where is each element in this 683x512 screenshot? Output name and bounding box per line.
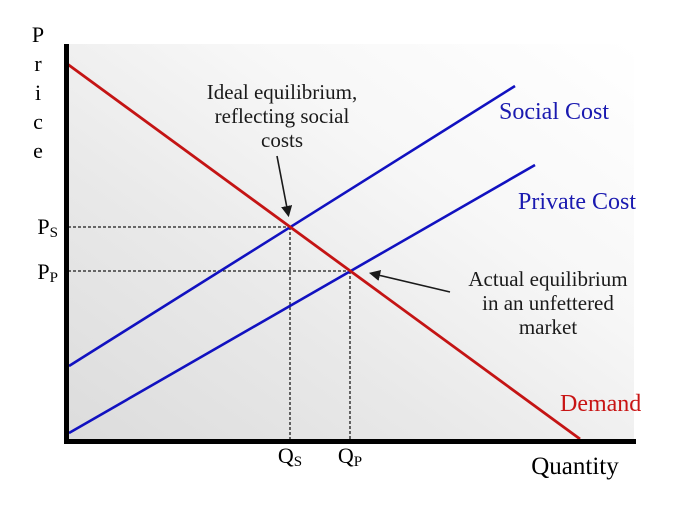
svg-text:PP: PP (37, 259, 58, 286)
svg-text:Actual equilibrium: Actual equilibrium (468, 267, 627, 291)
svg-text:Ideal equilibrium,: Ideal equilibrium, (207, 80, 357, 104)
svg-text:Private Cost: Private Cost (518, 189, 636, 215)
svg-text:Demand: Demand (560, 391, 641, 417)
svg-text:Quantity: Quantity (531, 453, 619, 480)
svg-text:in an unfettered: in an unfettered (482, 291, 614, 315)
svg-text:e: e (33, 138, 43, 163)
svg-text:r: r (34, 51, 42, 76)
svg-text:QS: QS (278, 443, 302, 470)
svg-text:PS: PS (37, 214, 58, 241)
svg-text:P: P (32, 22, 44, 47)
svg-text:c: c (33, 109, 43, 134)
svg-text:reflecting social: reflecting social (215, 104, 350, 128)
svg-text:QP: QP (338, 443, 362, 470)
svg-text:costs: costs (261, 128, 303, 152)
svg-text:i: i (35, 80, 41, 105)
svg-text:market: market (519, 315, 577, 339)
svg-text:Social Cost: Social Cost (499, 99, 609, 125)
